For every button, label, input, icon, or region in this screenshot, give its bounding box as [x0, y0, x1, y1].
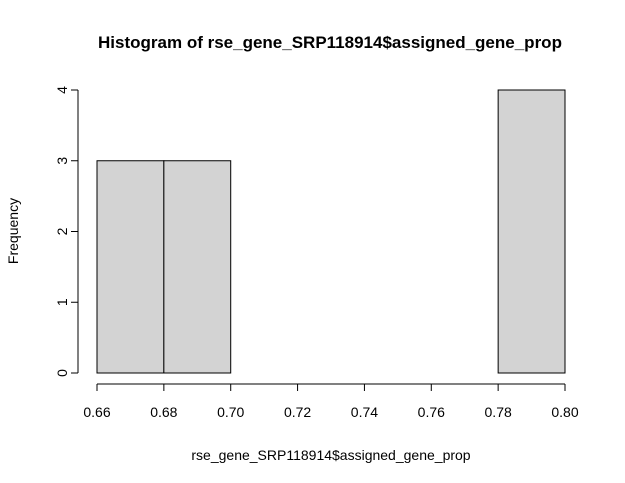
y-axis-label: Frequency: [5, 198, 21, 264]
histogram-bar-0: [96, 160, 165, 374]
y-tick-label-3: 3: [54, 157, 70, 165]
x-tick-label-2: 0.70: [217, 404, 244, 420]
x-tick-label-0: 0.66: [83, 404, 110, 420]
x-tick-label-1: 0.68: [150, 404, 177, 420]
x-tick-label-5: 0.76: [418, 404, 445, 420]
histogram-bar-6: [497, 89, 566, 374]
x-tick-label-7: 0.80: [551, 404, 578, 420]
histogram-bar-1: [163, 160, 232, 374]
y-axis: 0 1 2 3 4: [54, 86, 79, 377]
bars-group: [96, 89, 566, 374]
x-tick-label-6: 0.78: [485, 404, 512, 420]
y-tick-label-4: 4: [54, 86, 70, 94]
x-axis: 0.66 0.68 0.70 0.72 0.74 0.76 0.78 0.80: [83, 383, 579, 420]
x-axis-label: rse_gene_SRP118914$assigned_gene_prop: [191, 447, 470, 463]
y-tick-label-0: 0: [54, 369, 70, 377]
y-tick-label-1: 1: [54, 298, 70, 306]
y-tick-label-2: 2: [54, 227, 70, 235]
chart-title: Histogram of rse_gene_SRP118914$assigned…: [98, 33, 562, 52]
x-tick-label-4: 0.74: [351, 404, 378, 420]
x-tick-label-3: 0.72: [284, 404, 311, 420]
